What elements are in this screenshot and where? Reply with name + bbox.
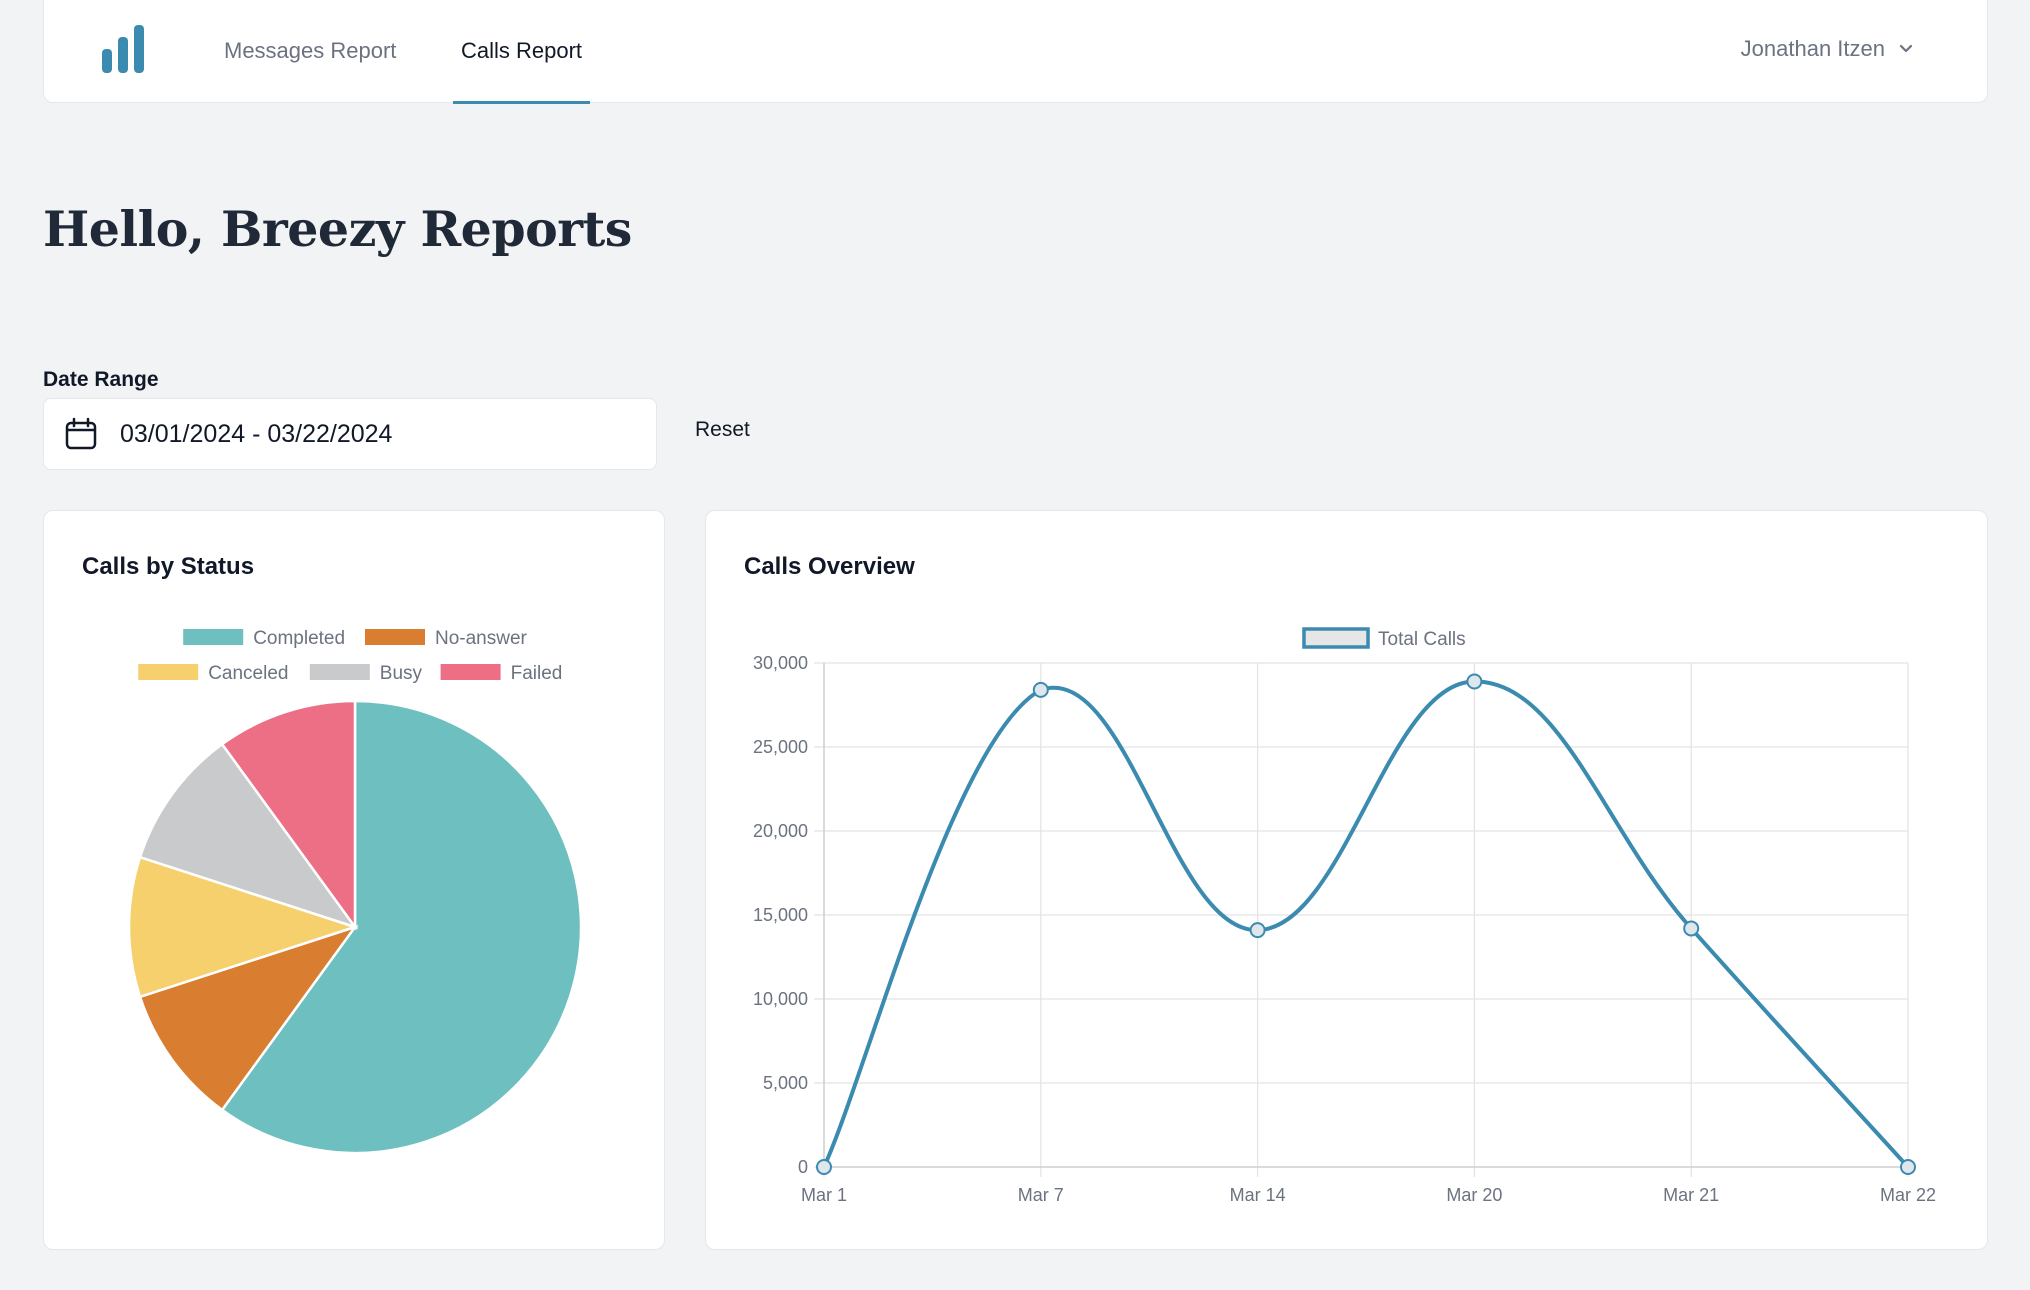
- date-range-picker[interactable]: 03/01/2024 - 03/22/2024: [43, 398, 657, 470]
- x-tick-label: Mar 20: [1446, 1185, 1502, 1205]
- calls-by-status-title: Calls by Status: [82, 553, 255, 580]
- calls-by-status-pie-chart: Completed No-answer Canceled Busy Failed: [127, 628, 583, 1155]
- tab-messages-report[interactable]: Messages Report: [224, 38, 397, 63]
- pie-slice-completed[interactable]: [220, 699, 583, 1155]
- line-legend-item[interactable]: Total Calls: [1302, 627, 1466, 650]
- pie-legend-swatch: [309, 664, 370, 680]
- total-calls-point[interactable]: [816, 1159, 832, 1175]
- y-tick-label: 15,000: [753, 905, 808, 925]
- total-calls-point[interactable]: [1466, 673, 1483, 690]
- y-tick-label: 25,000: [753, 737, 808, 757]
- pie-legend-item[interactable]: Busy: [309, 663, 423, 684]
- total-calls-point[interactable]: [1900, 1159, 1916, 1175]
- pie-slice-busy[interactable]: [138, 742, 359, 930]
- x-tick-label: Mar 1: [801, 1185, 847, 1205]
- line-legend-swatch: [1302, 627, 1370, 649]
- chevron-down-icon: [1899, 44, 1913, 53]
- pie-legend-item[interactable]: No-answer: [365, 628, 528, 649]
- pie-legend-swatch: [138, 664, 199, 680]
- calls-overview-line-chart: Total Calls 0 5,000 10,000 15,000 20,000 25,0…: [753, 627, 1936, 1205]
- x-tick-label: Mar 7: [1018, 1185, 1064, 1205]
- calls-by-status-card: Calls by Status Completed No-answer Cancel…: [43, 510, 665, 1250]
- x-tick-label: Mar 14: [1230, 1185, 1286, 1205]
- total-calls-point[interactable]: [1683, 920, 1700, 937]
- y-tick-label: 10,000: [753, 989, 808, 1009]
- x-tick-label: Mar 22: [1880, 1185, 1936, 1205]
- pie-slice-failed[interactable]: [220, 699, 357, 931]
- pie-legend-label: Completed: [253, 628, 345, 649]
- total-calls-line: [822, 679, 1910, 1169]
- x-tick-label: Mar 21: [1663, 1185, 1719, 1205]
- user-name: Jonathan Itzen: [1740, 36, 1885, 61]
- total-calls-point[interactable]: [1249, 922, 1266, 939]
- top-navbar: Messages Report Calls Report Jonathan It…: [43, 0, 1988, 104]
- line-legend-label: Total Calls: [1378, 629, 1466, 650]
- pie-legend-label: Canceled: [208, 663, 288, 684]
- reset-button[interactable]: Reset: [695, 418, 750, 441]
- tab-calls-report[interactable]: Calls Report: [452, 0, 591, 104]
- calls-overview-card: Calls Overview Total Calls 0 5,000 10,000 1…: [705, 510, 1988, 1250]
- total-calls-point[interactable]: [1032, 681, 1049, 698]
- pie-legend-label: No-answer: [435, 628, 528, 649]
- y-tick-label: 20,000: [753, 821, 808, 841]
- pie-legend-swatch: [365, 629, 425, 645]
- bar-chart-logo-icon[interactable]: [100, 25, 150, 75]
- page-title: Hello, Breezy Reports: [43, 200, 632, 258]
- y-tick-label: 5,000: [763, 1073, 808, 1093]
- date-range-value: 03/01/2024 - 03/22/2024: [120, 419, 393, 448]
- pie-legend-label: Busy: [380, 663, 423, 684]
- pie-legend-swatch: [183, 629, 244, 645]
- pie-legend-item[interactable]: Completed: [183, 628, 345, 649]
- y-tick-label: 30,000: [753, 653, 808, 673]
- calendar-icon: [65, 417, 97, 450]
- pie-slice-no-answer[interactable]: [138, 924, 359, 1112]
- pie-legend-label: Failed: [511, 663, 563, 684]
- pie-legend-item[interactable]: Failed: [440, 663, 563, 684]
- y-tick-label: 0: [798, 1157, 808, 1177]
- date-range-label: Date Range: [43, 368, 159, 391]
- pie-slice-canceled[interactable]: [127, 855, 360, 999]
- user-menu[interactable]: Jonathan Itzen: [1741, 0, 1915, 99]
- pie-legend-item[interactable]: Canceled: [138, 663, 288, 684]
- calls-overview-title: Calls Overview: [744, 553, 915, 580]
- pie-legend-swatch: [440, 664, 501, 680]
